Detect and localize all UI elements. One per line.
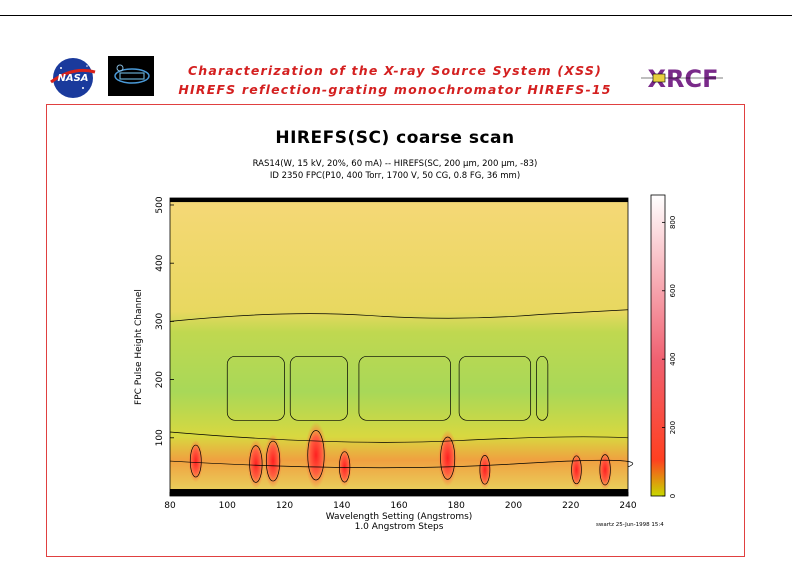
- colorbar-tick-label: 200: [669, 421, 677, 434]
- heatmap-peak: [438, 429, 458, 487]
- contour-line: [265, 440, 281, 482]
- y-tick-label: 400: [155, 254, 165, 271]
- colorbar-tick-label: 0: [669, 494, 677, 498]
- header-line-1: Characterization of the X-ray Source Sys…: [187, 63, 603, 78]
- contour-line: [571, 455, 582, 485]
- contour-line: [169, 459, 634, 469]
- colorbar-tick-label: 800: [669, 216, 677, 229]
- x-axis-label-2: 1.0 Angstrom Steps: [355, 522, 444, 532]
- colorbar-tick-label: 400: [669, 352, 677, 365]
- x-tick-label: 80: [164, 501, 176, 511]
- heatmap-peak: [264, 434, 283, 488]
- heatmap-background: [170, 198, 628, 496]
- chart-subtitle-2: ID 2350 FPC(P10, 400 Torr, 1700 V, 50 CG…: [269, 171, 521, 181]
- heatmap-peak: [478, 450, 492, 489]
- heatmap-peak: [598, 449, 613, 490]
- contour-line: [536, 355, 549, 421]
- header-line-2: HIREFS reflection-grating monochromator …: [178, 82, 612, 97]
- figure-frame: [46, 104, 745, 557]
- xrcf-logo: XRCF: [639, 60, 726, 96]
- chart-title: HIREFS(SC) coarse scan: [275, 128, 515, 148]
- contour-line: [169, 431, 629, 443]
- contour-line: [458, 355, 532, 421]
- contour-line: [440, 436, 456, 480]
- contour-line: [358, 355, 451, 421]
- colorbar-tick-label: 600: [669, 284, 677, 297]
- y-tick-label: 200: [155, 371, 165, 388]
- contour-line: [479, 455, 491, 485]
- x-tick-label: 220: [562, 501, 579, 511]
- x-tick-label: 100: [219, 501, 236, 511]
- contour-line: [307, 430, 325, 481]
- x-tick-label: 140: [333, 501, 350, 511]
- heatmap-peak: [304, 421, 327, 489]
- contour-line: [249, 445, 263, 483]
- contour-line: [339, 451, 351, 483]
- nasa-logo: NASA: [50, 58, 96, 98]
- y-tick-label: 300: [155, 313, 165, 330]
- top-rule: [0, 15, 792, 16]
- contour-line: [226, 355, 285, 421]
- x-tick-label: 240: [619, 501, 636, 511]
- x-tick-label: 200: [505, 501, 522, 511]
- x-tick-label: 160: [390, 501, 407, 511]
- contour-line: [599, 454, 611, 486]
- timestamp-stamp: swartz 25-Jun-1998 15:4: [596, 522, 664, 528]
- top-edge-band: [170, 198, 628, 203]
- x-tick-label: 180: [448, 501, 465, 511]
- y-tick-label: 100: [155, 429, 165, 446]
- x-axis-label: Wavelength Setting (Angstroms): [326, 512, 473, 522]
- contour-line: [289, 355, 348, 421]
- contour-line: [169, 309, 629, 322]
- contour-line: [189, 444, 202, 478]
- x-tick-label: 120: [276, 501, 293, 511]
- project-logo: [108, 56, 154, 96]
- heatmap-peak: [337, 446, 352, 487]
- svg-text:NASA: NASA: [57, 73, 88, 84]
- y-tick-label: 500: [155, 196, 165, 213]
- colorbar: [650, 194, 666, 497]
- heatmap-peak: [247, 439, 265, 489]
- y-axis-label: FPC Pulse Height Channel: [134, 289, 144, 405]
- chart-subtitle-1: RAS14(W, 15 kV, 20%, 60 mA) -- HIREFS(SC…: [252, 159, 538, 169]
- heatmap-peak: [188, 439, 204, 483]
